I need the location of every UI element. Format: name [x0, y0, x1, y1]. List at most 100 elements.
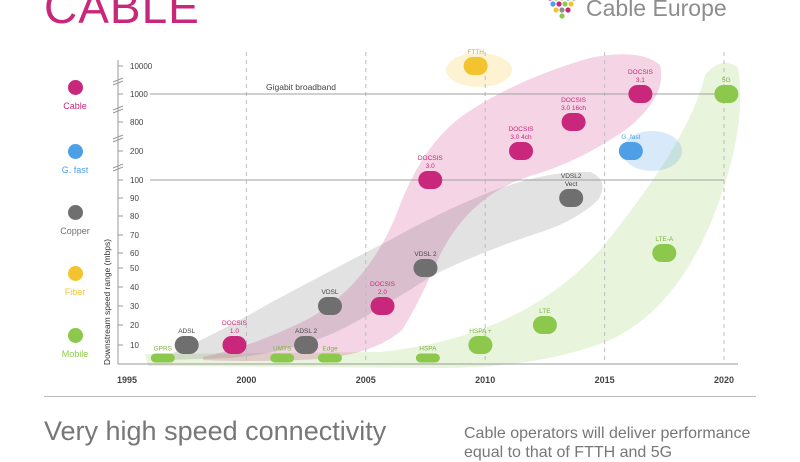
- brand-name: Cable Europe: [586, 0, 727, 21]
- y-tick-label: 10000: [130, 62, 153, 71]
- legend-label: G. fast: [61, 165, 89, 175]
- data-point: HSPA: [415, 346, 440, 363]
- data-point-marker: [294, 336, 319, 354]
- y-tick-label: 100: [130, 176, 144, 185]
- data-point: HSPA +: [468, 328, 493, 354]
- data-point: VDSL: [317, 289, 342, 315]
- data-point-label: 3.0 16ch: [561, 105, 586, 112]
- data-point-label: DOCSIS: [370, 281, 396, 288]
- y-tick-label: 30: [130, 302, 139, 311]
- legend-swatch: [67, 205, 83, 220]
- data-point-label: FTTH: [467, 49, 484, 56]
- y-tick-label: 800: [130, 118, 144, 127]
- x-tick-label: 2015: [595, 375, 615, 385]
- data-point-marker: [468, 336, 493, 354]
- footer-headline: Very high speed connectivity: [44, 416, 387, 446]
- y-tick-label: 60: [130, 249, 139, 258]
- speed-chart: 10 20 30 40 50 60 70 80 90 100 200 800 1000 10000 199…: [102, 49, 741, 385]
- axis-break-mark: [112, 105, 124, 114]
- data-point: LTE: [532, 308, 557, 334]
- data-point-label: Vect: [565, 181, 578, 188]
- copper-zone: [168, 171, 603, 360]
- x-tick-label: 2000: [236, 375, 256, 385]
- legend-item-mobile: Mobile: [40, 328, 110, 359]
- legend-item-gfast: G. fast: [40, 144, 110, 175]
- data-point-marker: [413, 259, 438, 277]
- data-point-label: 3.0 4ch: [510, 134, 532, 141]
- data-point-marker: [714, 85, 739, 103]
- x-tick-label: 2005: [356, 375, 376, 385]
- data-point-marker: [532, 316, 557, 334]
- data-point-label: UMTS: [273, 346, 292, 353]
- data-point: G. fast: [618, 134, 643, 160]
- gfast-zone: [622, 131, 682, 171]
- data-point-marker: [509, 142, 534, 160]
- data-point-label: LTE: [539, 308, 551, 315]
- y-tick-label: 20: [130, 321, 139, 330]
- y-tick-label: 40: [130, 283, 139, 292]
- data-point-label: HSPA: [419, 346, 437, 353]
- data-point-label: 2.0: [378, 289, 387, 296]
- data-point-marker: [618, 142, 643, 160]
- y-tick-label: 70: [130, 231, 139, 240]
- data-point-marker: [317, 353, 342, 363]
- legend-label: Copper: [60, 226, 90, 236]
- data-point-label: ADSL 2: [295, 328, 318, 335]
- data-point: Edge: [317, 346, 342, 363]
- y-tick-label: 1000: [130, 90, 148, 99]
- data-point-marker: [150, 353, 175, 363]
- data-point: ADSL: [174, 328, 199, 354]
- data-point-marker: [628, 85, 653, 103]
- legend-swatch: [67, 144, 83, 159]
- y-tick-label: 10: [130, 341, 139, 350]
- legend-label: Mobile: [61, 349, 89, 359]
- data-point-label: G. fast: [621, 134, 640, 141]
- data-point-marker: [652, 244, 677, 262]
- reference-line-label: Gigabit broadband: [266, 82, 336, 92]
- cable-zone: [203, 54, 662, 361]
- footer-divider: [44, 396, 756, 397]
- x-tick-label: 2010: [475, 375, 495, 385]
- x-tick-label: 2020: [714, 375, 734, 385]
- footer-tagline-line2: equal to that of FTTH and 5G: [464, 444, 673, 461]
- data-point: UMTS: [270, 346, 295, 363]
- data-point-label: VDSL 2: [414, 251, 437, 258]
- data-point: LTE-A: [652, 236, 677, 262]
- data-point-label: DOCSIS: [222, 320, 248, 327]
- data-point-label: DOCSIS: [509, 126, 535, 133]
- heart-dots-logo-icon: [548, 0, 576, 19]
- data-point-label: 3.0: [426, 163, 435, 170]
- data-point-label: DOCSIS: [561, 97, 587, 104]
- data-point-label: 5G: [722, 77, 731, 84]
- legend-item-cable: Cable: [40, 80, 110, 111]
- data-point: VDSL 2: [413, 251, 438, 277]
- brand: Cable Europe: [546, 0, 727, 22]
- legend-swatch: [67, 80, 83, 95]
- data-point-label: ADSL: [178, 328, 195, 335]
- axis-break-mark: [112, 77, 124, 86]
- footer-tagline: Cable operators will deliver performance…: [464, 424, 764, 462]
- data-point: 5G: [714, 77, 739, 103]
- mobile-zone: [145, 62, 741, 369]
- y-axis-label: Downstream speed range (mbps): [102, 239, 112, 365]
- data-point-marker: [174, 336, 199, 354]
- legend-label: Fiber: [64, 287, 86, 297]
- data-point-marker: [463, 57, 488, 75]
- data-point-label: DOCSIS: [418, 155, 444, 162]
- data-point-marker: [317, 297, 342, 315]
- data-point-marker: [270, 353, 295, 363]
- data-point-marker: [222, 336, 247, 354]
- data-point-label: VDSL: [321, 289, 338, 296]
- data-point-label: LTE-A: [655, 236, 674, 243]
- data-point: FTTH: [463, 49, 488, 75]
- legend-label: Cable: [63, 101, 87, 111]
- legend-item-fiber: Fiber: [40, 266, 110, 297]
- data-point-marker: [370, 297, 395, 315]
- legend-swatch: [67, 266, 83, 281]
